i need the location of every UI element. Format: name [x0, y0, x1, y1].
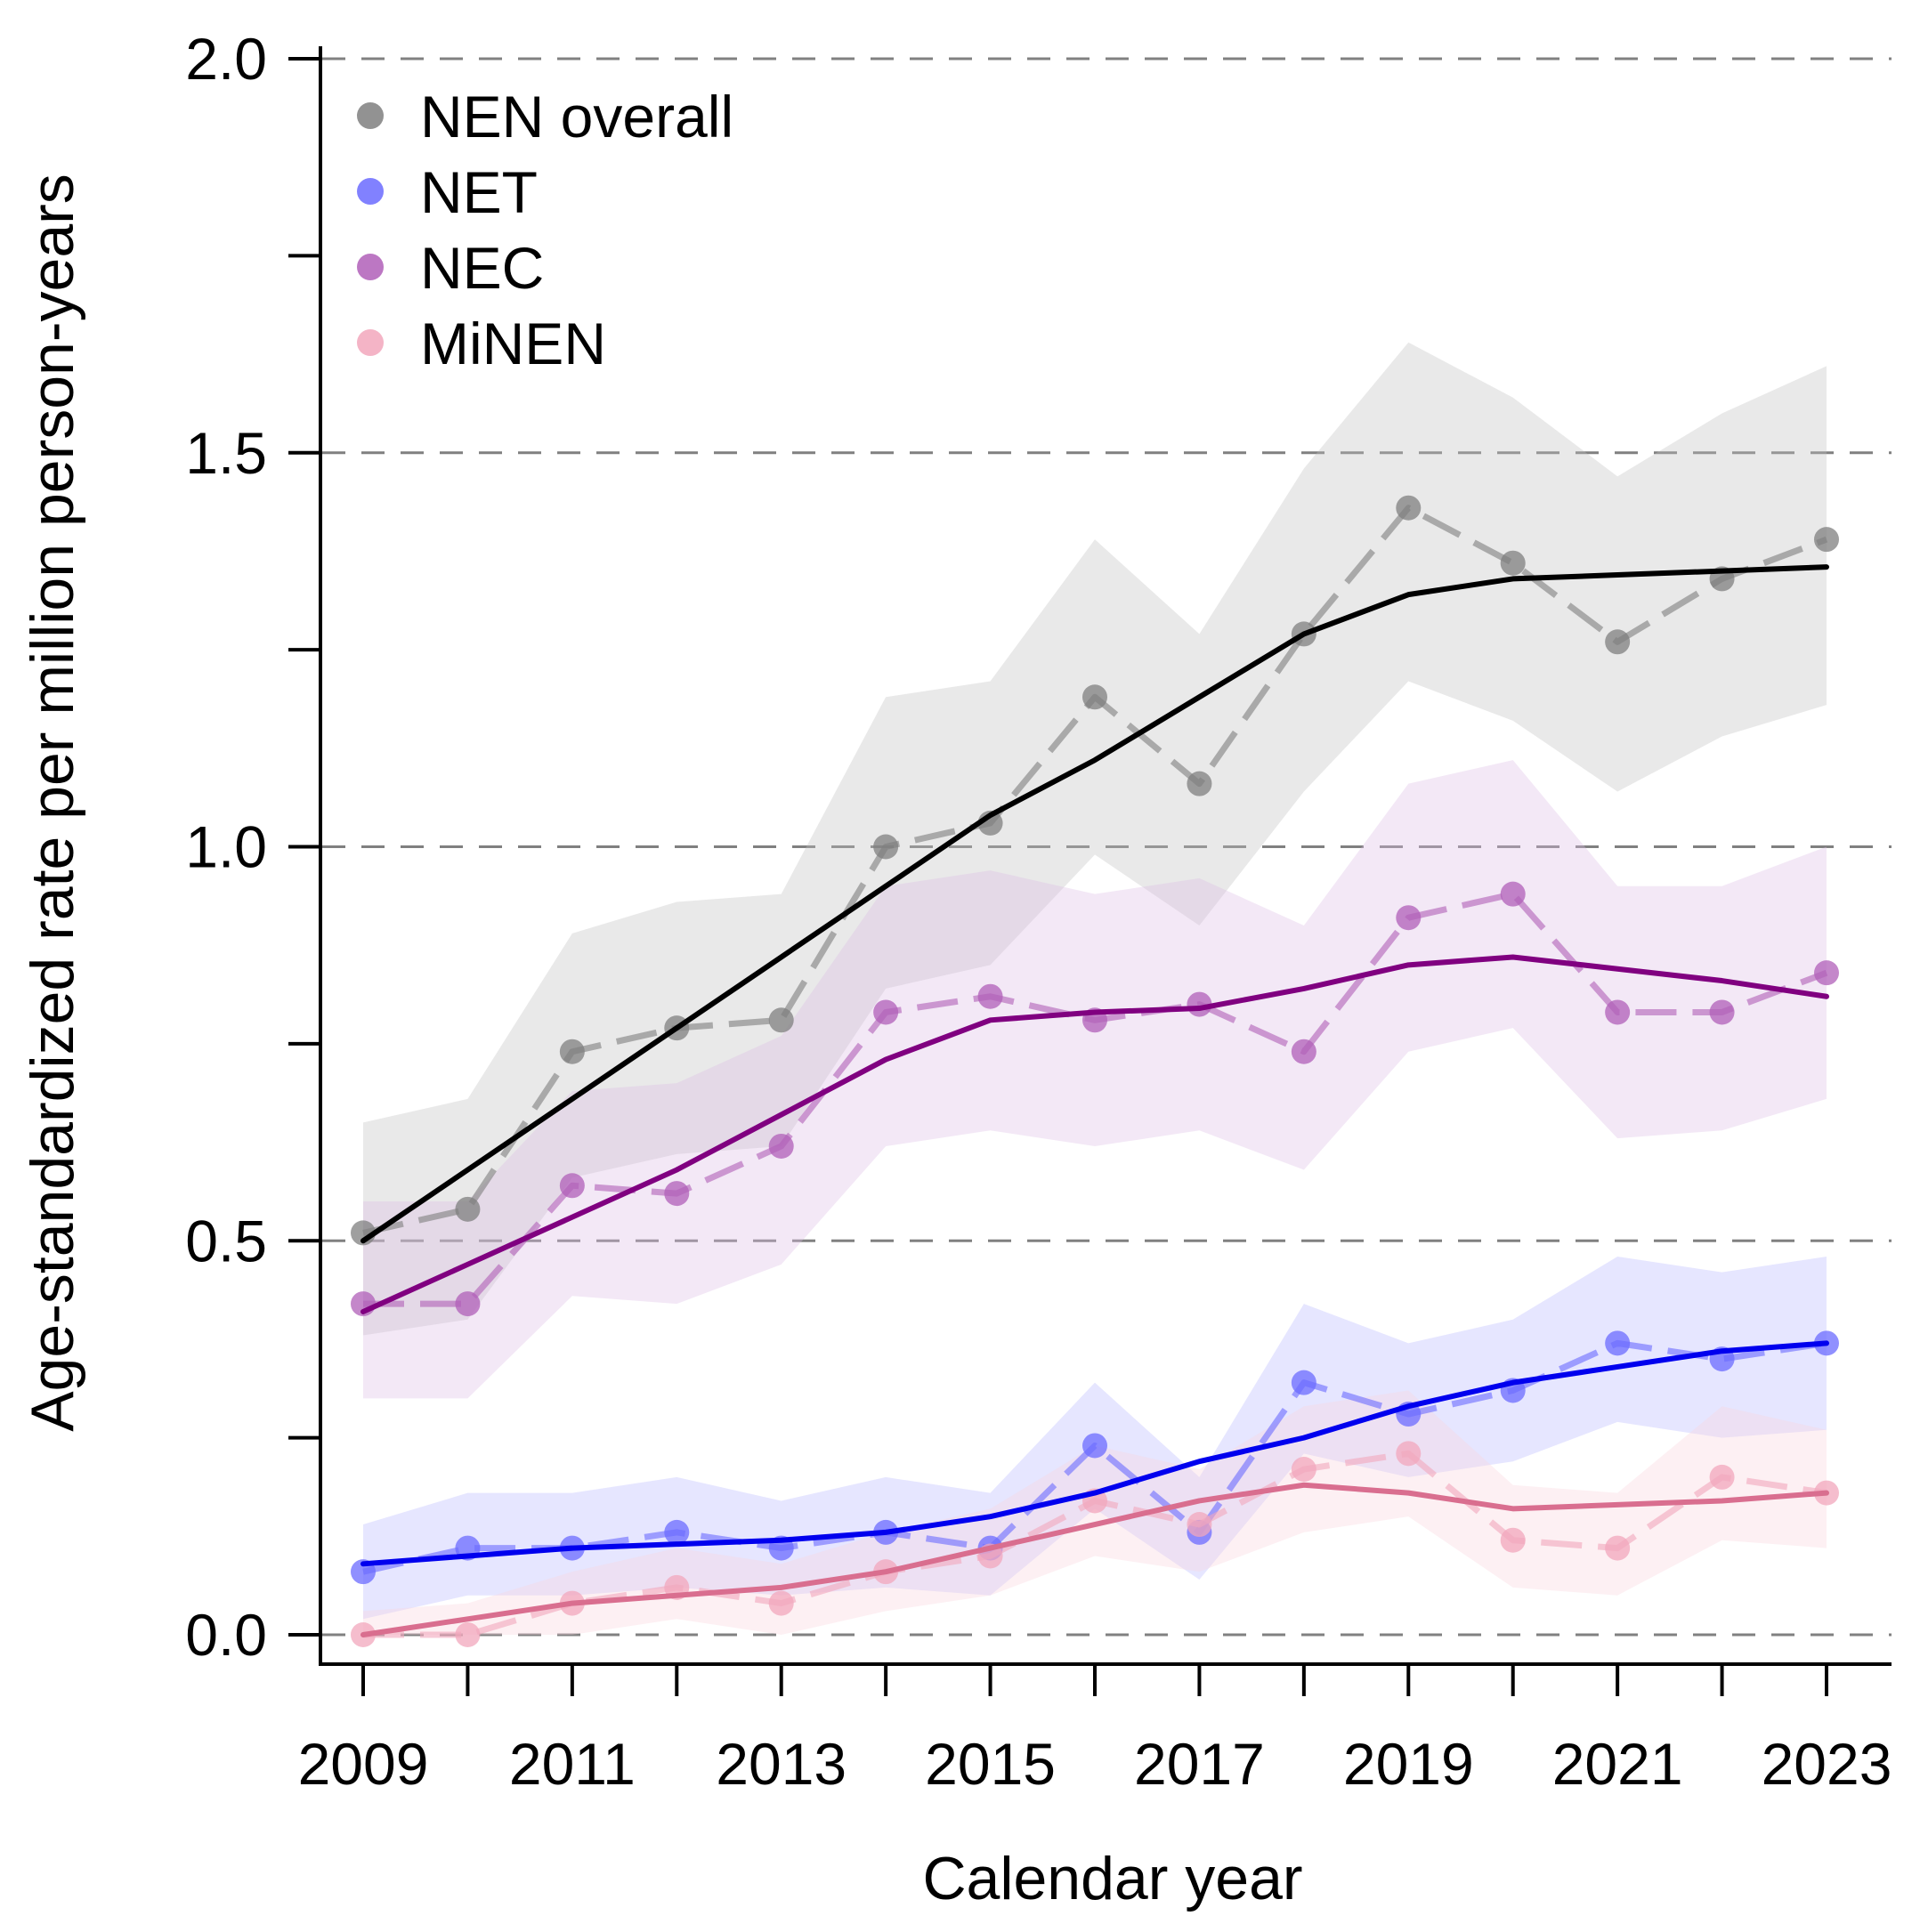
point-nec-2010	[455, 1291, 481, 1317]
x-tick-label: 2023	[1762, 1731, 1892, 1797]
x-tick-label: 2009	[298, 1731, 429, 1797]
legend-label-minen: MiNEN	[420, 311, 606, 376]
x-tick-label: 2019	[1343, 1731, 1474, 1797]
point-nec-2012	[664, 1181, 690, 1207]
point-net-2018	[1291, 1370, 1316, 1395]
band-nec	[363, 760, 1827, 1399]
point-nec-2019	[1396, 905, 1422, 931]
gridlines	[322, 57, 1892, 1637]
y-tick-label: 2.0	[185, 26, 267, 92]
x-tick-label: 2017	[1134, 1731, 1265, 1797]
legend-label-nec: NEC	[420, 235, 544, 301]
point-minen-2022	[1709, 1464, 1735, 1490]
point-nec-2018	[1291, 1039, 1316, 1064]
x-tick-label: 2011	[509, 1731, 636, 1797]
point-nec-2022	[1709, 999, 1735, 1025]
point-nen-overall-2020	[1500, 550, 1526, 576]
point-net-2012	[664, 1519, 690, 1545]
point-nen-overall-2010	[455, 1196, 481, 1222]
legend-label-net: NET	[420, 159, 538, 225]
point-nec-2020	[1500, 881, 1526, 907]
x-tick-label: 2015	[925, 1731, 1056, 1797]
point-nec-2011	[559, 1173, 585, 1199]
y-axis-title: Age-standardized rate per million person…	[19, 174, 86, 1432]
legend: NEN overall NET NEC MiNEN	[357, 84, 733, 376]
point-nen-overall-2019	[1396, 495, 1422, 521]
point-minen-2018	[1291, 1457, 1316, 1483]
point-nen-overall-2011	[559, 1039, 585, 1064]
x-tick-label: 2013	[716, 1731, 847, 1797]
point-nen-overall-2013	[768, 1007, 794, 1033]
point-nen-overall-2016	[1082, 684, 1107, 710]
x-tick-label: 2021	[1552, 1731, 1683, 1797]
point-nen-overall-2023	[1814, 527, 1839, 553]
point-minen-2010	[455, 1622, 481, 1647]
fitted-line-nen-overall	[360, 564, 1829, 1244]
point-nec-2021	[1605, 999, 1631, 1025]
y-tick-label: 0.5	[185, 1208, 267, 1273]
point-nec-2023	[1814, 960, 1839, 986]
y-tick-label: 1.0	[185, 814, 267, 880]
fitted-line-minen	[360, 1482, 1829, 1637]
legend-label-nen-overall: NEN overall	[420, 84, 733, 150]
point-net-2021	[1605, 1330, 1631, 1356]
fitted-line-nec	[360, 954, 1829, 1314]
fitted-line-net	[360, 1340, 1829, 1567]
point-minen-2020	[1500, 1527, 1526, 1553]
legend-marker-nec	[357, 254, 384, 280]
point-minen-2013	[768, 1590, 794, 1616]
point-nec-2013	[768, 1133, 794, 1159]
point-nec-2014	[873, 999, 899, 1025]
y-tick-label: 1.5	[185, 420, 267, 486]
legend-marker-net	[357, 178, 384, 205]
x-axis-title: Calendar year	[922, 1845, 1302, 1912]
y-tick-label: 0.0	[185, 1602, 267, 1668]
point-nen-overall-2017	[1187, 771, 1212, 796]
point-minen-2019	[1396, 1441, 1422, 1467]
point-nec-2015	[977, 983, 1003, 1009]
legend-marker-nen-overall	[357, 102, 384, 129]
legend-marker-minen	[357, 329, 384, 356]
fitted-lines	[360, 564, 1829, 1637]
point-minen-2017	[1187, 1512, 1212, 1538]
axes: 0.0 0.5 1.0 1.5 2.0 2009 2011 2013 2015 2017 2019 2…	[185, 26, 1892, 1797]
point-net-2016	[1082, 1433, 1107, 1459]
band-nen-overall	[363, 342, 1827, 1336]
point-nen-overall-2021	[1605, 629, 1631, 655]
point-nen-overall-2014	[873, 834, 899, 860]
point-minen-2021	[1605, 1535, 1631, 1561]
